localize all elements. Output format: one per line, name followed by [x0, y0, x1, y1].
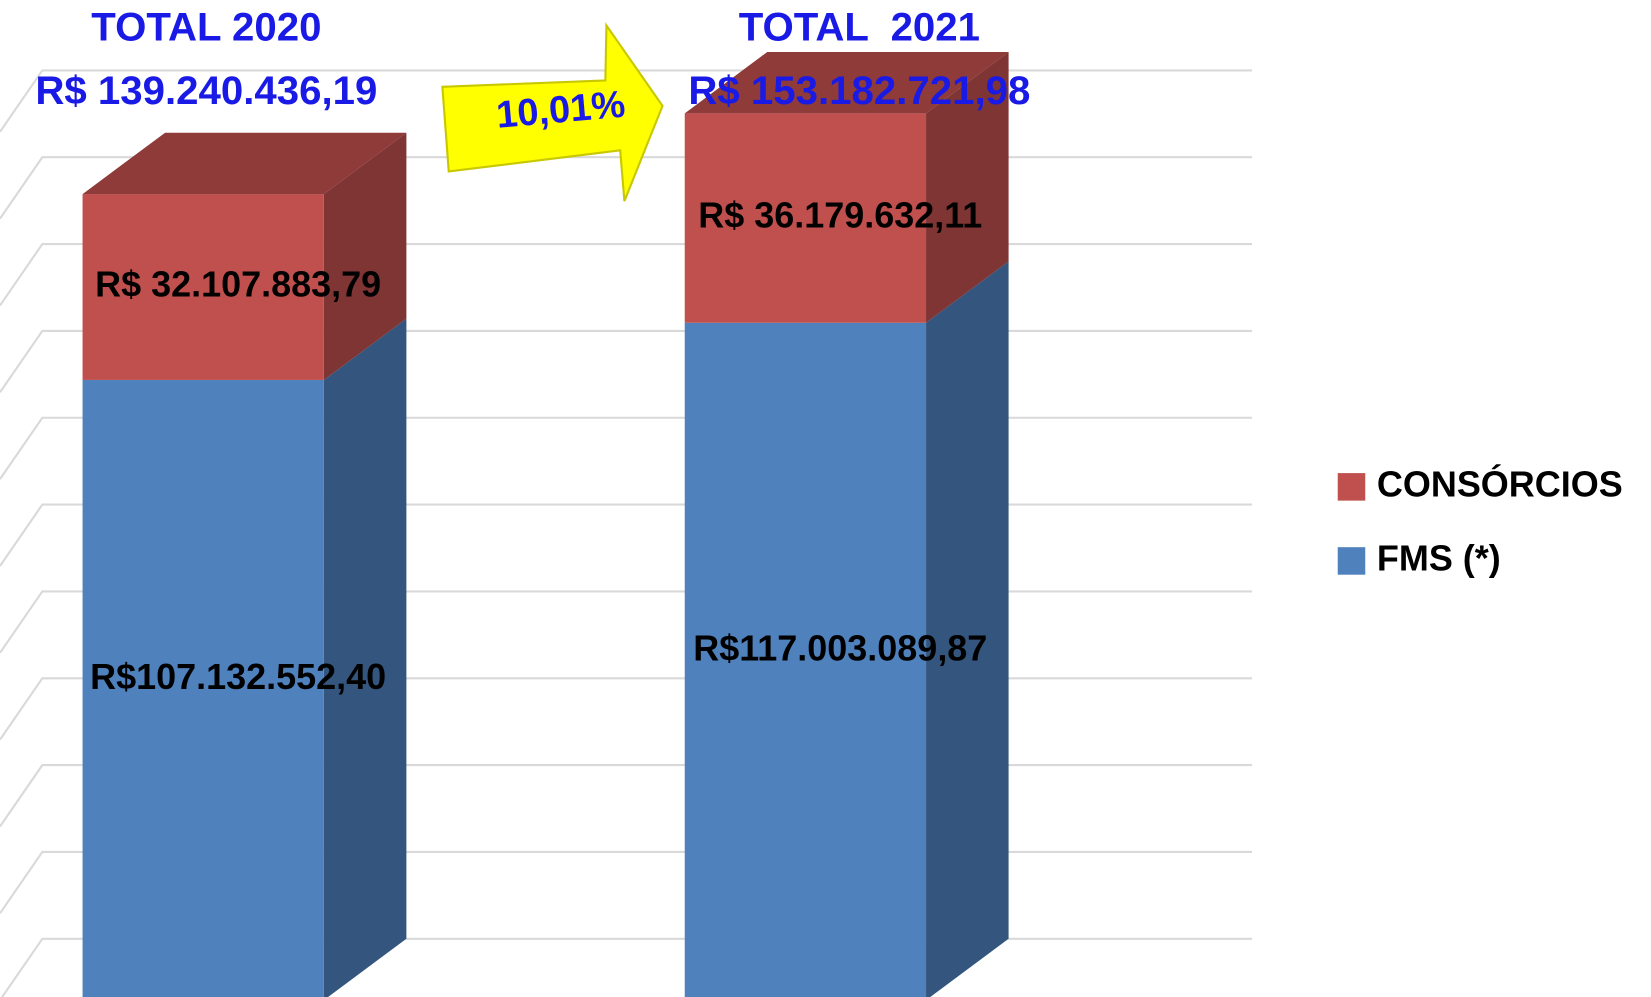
bar-side — [926, 261, 1009, 997]
bars — [82, 51, 1009, 997]
bar — [684, 322, 927, 997]
bar — [82, 194, 324, 380]
legend: CONSÓRCIOS FMS (*) — [1337, 463, 1623, 578]
total-value: R$ 139.240.436,19 — [35, 68, 377, 113]
total-value: R$ 153.182.721,98 — [688, 68, 1030, 113]
legend-label: CONSÓRCIOS — [1377, 463, 1623, 504]
value-label: R$ 32.107.883,79 — [95, 264, 381, 305]
legend-swatch — [1337, 547, 1366, 575]
value-label: R$107.132.552,40 — [90, 656, 386, 697]
bar — [684, 113, 927, 323]
total-title: TOTAL 2020 — [91, 4, 321, 49]
legend-label: FMS (*) — [1377, 537, 1501, 578]
bar-side — [323, 132, 407, 380]
value-label: R$117.003.089,87 — [693, 627, 987, 668]
bar-side — [926, 51, 1009, 323]
bar-side — [323, 318, 407, 997]
legend-swatch — [1337, 473, 1366, 501]
growth-arrow — [441, 22, 664, 202]
value-label: R$ 36.179.632,11 — [698, 195, 982, 236]
bar-top — [82, 132, 407, 195]
labels: R$107.132.552,40 R$ 32.107.883,79 R$117.00… — [35, 4, 1030, 697]
bar-top — [684, 51, 1009, 114]
total-title: TOTAL 2021 — [739, 4, 980, 49]
bar — [82, 379, 324, 997]
